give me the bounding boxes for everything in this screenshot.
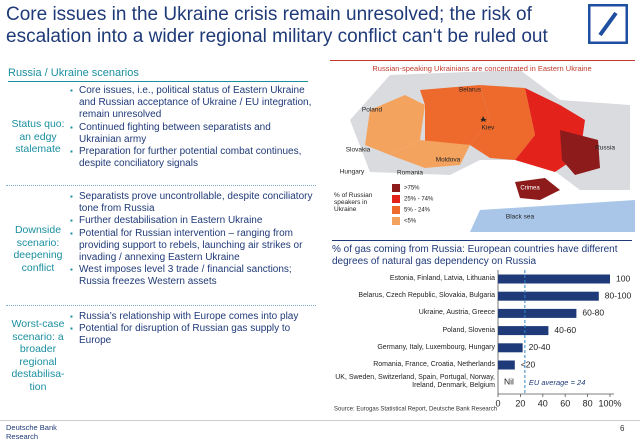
category-label: Germany, Italy, Luxembourg, Hungary [377, 343, 495, 351]
scenario-label: Worst-case scenario: a broader regional dest… [6, 318, 70, 393]
row-separator [6, 305, 316, 306]
map-panel: Russian-speaking Ukrainians are concentr… [330, 60, 635, 232]
bar [498, 308, 577, 318]
scenario-label-line: scenario: [16, 236, 60, 249]
category-label: Poland, Slovenia [442, 326, 495, 334]
chart-panel: 0 20 40 60 80 100% 100 80-100 60-80 40-60 20-40 <20… [330, 238, 635, 418]
scenario-label-line: broader [19, 343, 57, 355]
bar [498, 360, 515, 370]
value-label: Nil [504, 376, 514, 386]
bullet: Russia’s relationship with Europe comes … [70, 311, 315, 323]
bar [498, 291, 599, 301]
map: Russian-speaking Ukrainians are concentr… [330, 60, 635, 232]
legend-title: % of Russian speakers in Ukraine [334, 192, 373, 213]
footer-brand: Deutsche Bank Research [6, 423, 57, 441]
category-label: Ukraine, Austria, Greece [418, 309, 495, 317]
bullet: Separatists prove uncontrollable, despit… [70, 191, 315, 215]
bullet-list: Separatists prove uncontrollable, despit… [70, 191, 315, 289]
legend-swatch [392, 206, 400, 214]
map-label: Belarus [459, 87, 482, 94]
x-tick-label: 100% [598, 398, 621, 408]
value-label: 60-80 [582, 308, 604, 318]
slide-title: Core issues in the Ukraine crisis remain… [6, 4, 548, 47]
legend-label: 25% - 74% [404, 197, 434, 203]
x-tick-label: 40 [538, 398, 548, 408]
legend-label: 5% - 24% [404, 208, 431, 214]
value-label: 40-60 [554, 325, 576, 335]
legend-label: <5% [404, 219, 417, 225]
page-number: 6 [620, 424, 625, 433]
scenario-label: Downside scenario: deepening conflict [6, 224, 70, 274]
value-label: 100 [616, 273, 630, 283]
scenario-label-line: Status quo: [11, 118, 65, 130]
value-label: <20 [521, 359, 536, 369]
legend-swatch [392, 217, 400, 225]
bar [498, 326, 549, 336]
value-label: 80-100 [605, 290, 632, 300]
scenario-label-line: deepening [13, 249, 63, 261]
category-label: Romania, France, Croatia, Netherlands [373, 361, 495, 368]
scenario-label-line: regional [19, 355, 57, 368]
x-tick-label: 60 [560, 398, 570, 408]
map-label: Russia [595, 145, 615, 152]
eu-average-label: EU average = 24 [529, 378, 586, 387]
bullet: Further destabilisation in Eastern Ukrai… [70, 215, 315, 227]
x-tick-label: 0 [495, 398, 500, 408]
scenario-label-line: conflict [21, 261, 55, 274]
map-label: Moldova [436, 157, 461, 164]
footer-brand-line: Deutsche Bank [6, 423, 57, 432]
scenario-label-line: destabilisa- [11, 368, 65, 380]
bullet: Potential for disruption of Russian gas … [70, 323, 315, 347]
bar [498, 343, 523, 353]
scenario-label-line: scenario: a [12, 330, 64, 343]
map-label: Slovakia [346, 147, 371, 154]
x-tick-label: 20 [515, 398, 525, 408]
bullet: West imposes level 3 trade / financial s… [70, 264, 315, 288]
category-label: Estonia, Finland, Latvia, Lithuania [389, 275, 495, 282]
chart-title: % of gas coming from Russia: European co… [332, 240, 632, 268]
legend-label: >75% [404, 186, 420, 192]
bullet-list: Russia’s relationship with Europe comes … [70, 311, 315, 348]
map-title: Russian-speaking Ukrainians are concentr… [372, 64, 591, 73]
source: Source: Eurogas Statistical Report, Deut… [334, 407, 497, 413]
footer-rule [0, 420, 640, 421]
value-label: 20-40 [529, 342, 551, 352]
logo [588, 4, 628, 44]
map-label: Crimea [520, 186, 540, 192]
bullet: Core issues, i.e., political status of E… [70, 85, 315, 122]
map-label: Hungary [340, 169, 365, 176]
bar [498, 274, 610, 284]
scenario-label-line: tion [29, 380, 47, 393]
row-separator [6, 185, 316, 186]
legend-swatch [392, 195, 400, 203]
map-label: Romania [397, 170, 423, 177]
map-label: Poland [362, 107, 383, 114]
scenario-label: Status quo: an edgy stalemate [6, 118, 70, 156]
scenario-label-line: Worst-case [11, 318, 65, 330]
category-label: Belarus, Czech Republic, Slovakia, Bulga… [358, 292, 495, 300]
scenario-label-line: an edgy [19, 130, 57, 143]
category-label: UK, Sweden, Switzerland, Spain, Portugal… [335, 374, 495, 390]
bullet: Potential for Russian intervention – ran… [70, 228, 315, 265]
scenarios-title: Russia / Ukraine scenarios [8, 67, 308, 82]
bullet-list: Core issues, i.e., political status of E… [70, 85, 315, 170]
legend-swatch [392, 184, 400, 192]
x-tick-label: 80 [583, 398, 593, 408]
footer-brand-line: Research [6, 431, 39, 441]
map-label: Kiev [482, 125, 495, 132]
scenario-label-line: stalemate [15, 143, 61, 155]
map-label: Black sea [506, 214, 535, 221]
bullet: Preparation for further potential combat… [70, 146, 315, 170]
scenario-label-line: Downside [14, 224, 62, 236]
bullet: Continued fighting between separatists a… [70, 122, 315, 146]
